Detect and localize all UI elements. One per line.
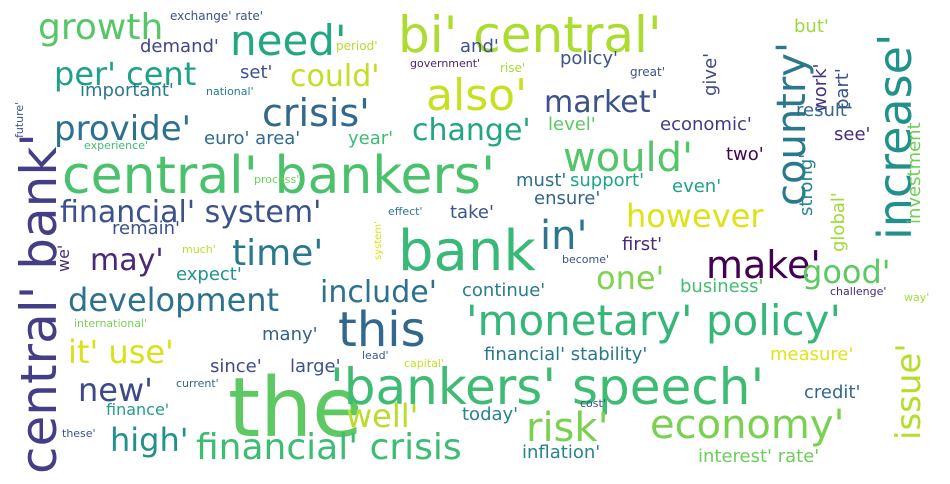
word-remain: remain'	[112, 218, 181, 239]
word-and: and'	[460, 36, 499, 57]
word-need: need'	[230, 16, 347, 65]
word-support: support'	[570, 170, 645, 191]
word-central-bankers: central' bankers'	[62, 146, 496, 206]
word-process: process'	[254, 173, 300, 186]
word-investment: investment	[904, 122, 925, 224]
word-bankers-speech: 'bankers' speech'	[330, 358, 765, 416]
word-financial-stability: financial' stability'	[484, 344, 648, 365]
word-set: set'	[240, 62, 273, 83]
word-level: level'	[548, 114, 596, 135]
word-one: one'	[596, 259, 665, 297]
word-economy: economy'	[650, 402, 845, 448]
word-development: development	[68, 281, 280, 319]
word-the: the	[228, 361, 363, 456]
word-also: also'	[426, 70, 528, 121]
word-since: since'	[210, 356, 262, 377]
word-government: government'	[410, 57, 481, 70]
word-euro-area: euro' area'	[204, 128, 301, 149]
word-growth: growth	[38, 7, 164, 48]
word-measure: measure'	[770, 344, 854, 365]
word-financial-system: financial' system'	[60, 195, 322, 230]
word-lead: lead'	[362, 349, 389, 362]
word-these: these'	[62, 427, 96, 440]
word-large: large'	[290, 356, 341, 377]
word-two: two'	[726, 144, 764, 165]
word-must: must'	[516, 170, 567, 191]
word-way: way'	[904, 291, 930, 304]
word-make: make'	[706, 243, 821, 287]
word-credit: credit'	[804, 382, 861, 403]
word-crisis: crisis'	[262, 91, 370, 135]
word-capital: capital'	[404, 357, 444, 370]
word-strong: strong'	[796, 153, 817, 216]
word-business: business'	[680, 276, 764, 297]
word-time: time'	[232, 233, 324, 274]
word-period: period'	[336, 39, 378, 53]
word-cost: cost'	[580, 397, 606, 410]
word-economic: economic'	[660, 114, 752, 135]
word-in: in'	[540, 213, 588, 259]
word-year: year'	[348, 128, 394, 149]
word-effect: effect'	[388, 205, 423, 218]
word-today: today'	[462, 404, 519, 425]
word-it-use: it' use'	[68, 333, 174, 371]
word-rise: rise'	[500, 61, 526, 75]
word-market: market'	[544, 85, 659, 120]
word-inflation: inflation'	[522, 442, 601, 463]
word-however: however	[626, 197, 764, 235]
word-take: take'	[450, 202, 494, 223]
word-experience: experience'	[84, 139, 148, 152]
word-may: may'	[90, 243, 164, 278]
word-include: include'	[320, 275, 437, 310]
word-provide: provide'	[54, 109, 192, 149]
word-global: global'	[828, 192, 849, 252]
word-monetary-policy: 'monetary' policy'	[466, 296, 842, 345]
word-this: this	[338, 302, 426, 358]
word-become: become'	[562, 253, 610, 266]
word-give: give'	[700, 52, 721, 96]
word-current: current'	[176, 377, 219, 390]
word-future: future'	[13, 101, 26, 138]
word-change: change'	[412, 113, 531, 148]
word-bank: bank	[398, 219, 536, 284]
word-challenge: challenge'	[830, 285, 887, 298]
word-result: result'	[796, 100, 852, 121]
word-expect: expect'	[176, 264, 242, 285]
word-central-bank: central' bank'	[10, 132, 68, 474]
word-even: even'	[672, 176, 722, 197]
word-first: first'	[622, 234, 663, 255]
word-risk: risk'	[526, 405, 609, 451]
word-policy: policy'	[560, 48, 618, 69]
word-important: important'	[80, 80, 174, 101]
word-but: but'	[794, 16, 829, 37]
word-continue: continue'	[462, 280, 546, 301]
word-national: national'	[206, 85, 254, 98]
word-much: much'	[182, 243, 216, 256]
word-would: would'	[563, 135, 694, 181]
word-many: many'	[262, 324, 318, 345]
word-bi-central: bi' central'	[398, 6, 662, 64]
word-finance: finance'	[106, 400, 170, 419]
word-system: system'	[373, 221, 384, 260]
word-great: great'	[630, 65, 666, 79]
word-see: see'	[834, 124, 871, 145]
word-demand: demand'	[140, 36, 219, 57]
word-issue: issue'	[889, 343, 929, 440]
word-high: high'	[110, 421, 189, 459]
word-financial-crisis: financial' crisis	[196, 427, 462, 468]
word-good: good'	[802, 253, 891, 291]
word-per-cent: per' cent	[54, 55, 197, 93]
word-international: international'	[74, 317, 148, 330]
word-we: we'	[54, 244, 73, 272]
word-interest-rate: interest' rate'	[698, 446, 820, 467]
word-could: could'	[290, 59, 380, 94]
word-ensure: ensure'	[534, 188, 601, 209]
word-well: well'	[346, 397, 419, 435]
word-new: new'	[78, 371, 153, 409]
word-exchange-rate: exchange' rate'	[170, 9, 264, 23]
